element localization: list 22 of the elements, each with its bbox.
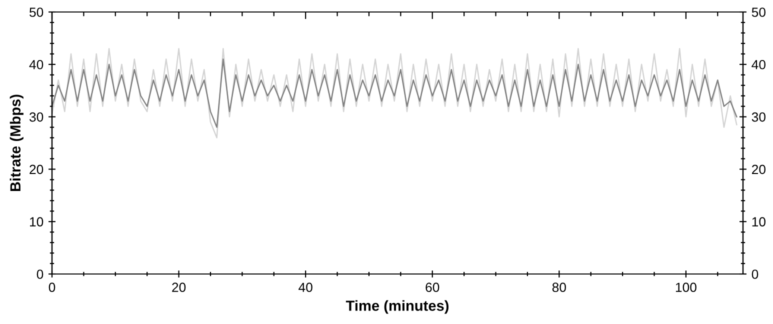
y-tick-label: 30 [29,112,44,122]
y2-tick-label: 40 [752,60,766,70]
y-tick-label: 10 [30,217,44,227]
line-series [52,58,738,128]
y-tick-label: 50 [30,8,44,17]
x-tick-label: 0 [48,282,56,292]
y2-tick-label: 10 [752,217,766,227]
y-tick-label: 40 [29,60,44,70]
x-tick-label: 40 [298,282,312,292]
y2-tick-label: 0 [752,270,758,279]
x-tick-label: 20 [172,282,186,292]
y2-tick-label: 20 [752,164,766,174]
y-axis-title: Bitrate (Mbps) [10,94,24,192]
x-tick-label: 100 [676,282,696,292]
line-series [52,48,738,138]
y2-tick-label: 30 [752,112,766,122]
x-tick-label: 80 [552,282,566,292]
y2-tick-label: 50 [752,8,766,17]
y-tick-label: 20 [30,164,44,174]
y-tick-label: 0 [36,270,44,279]
x-tick-label: 60 [426,282,440,292]
x-axis-title: Time (minutes) [346,300,449,314]
